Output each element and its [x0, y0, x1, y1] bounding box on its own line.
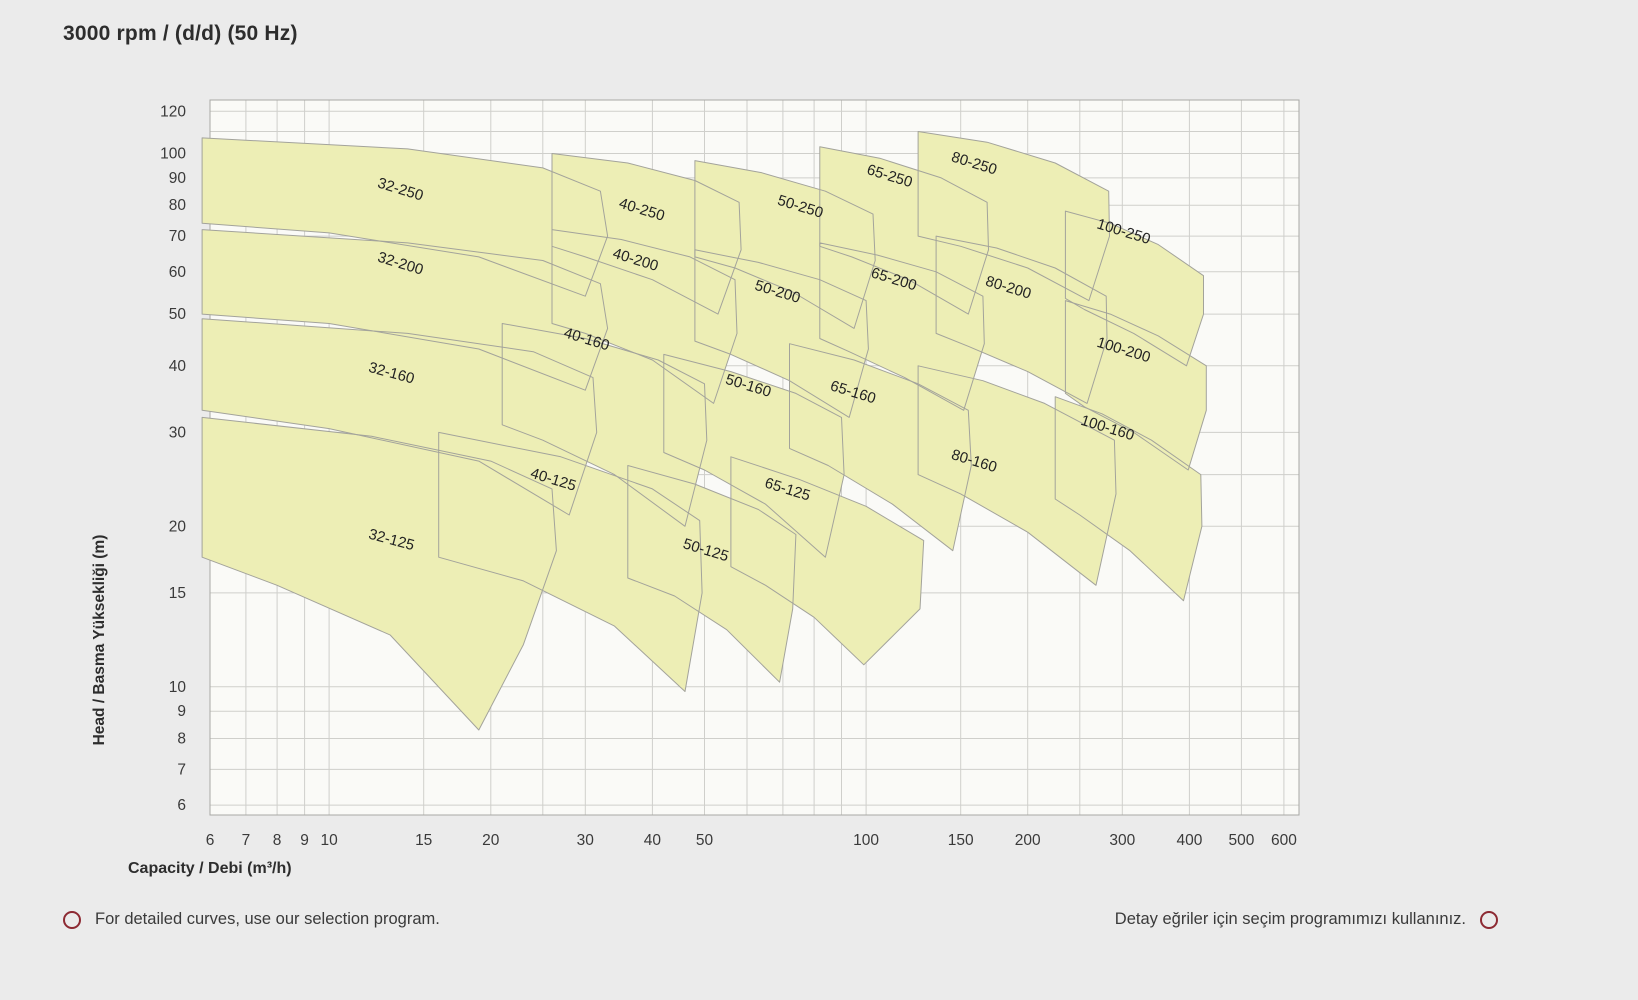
pump-region-80-200 [936, 236, 1107, 404]
pump-region-outline-100-200 [1064, 300, 1207, 471]
pump-region-outline-50-125 [627, 465, 797, 683]
pump-region-outline-40-250 [551, 153, 742, 315]
pump-region-outline-100-160 [1054, 396, 1203, 602]
pump-region-100-160 [1055, 396, 1202, 601]
pump-region-outline-50-250 [694, 160, 876, 329]
footer-note-left-text: For detailed curves, use our selection p… [95, 910, 440, 928]
bullet-ring-icon [1480, 910, 1498, 929]
bullet-ring-icon [63, 910, 81, 929]
pump-region-outline-50-200 [694, 249, 869, 418]
pump-region-outline-40-160 [501, 323, 708, 527]
x-tick-label: 6 [206, 832, 215, 849]
pump-region-outline-50-160 [663, 353, 845, 558]
y-tick-label: 15 [169, 585, 186, 602]
x-tick-label: 40 [644, 832, 662, 849]
pump-region-65-125 [730, 456, 924, 665]
y-tick-label: 20 [169, 518, 187, 535]
x-tick-label: 15 [415, 832, 432, 849]
pump-region-outline-32-200 [201, 229, 609, 391]
pump-region-outline-32-125 [201, 416, 557, 731]
pump-region-outline-80-200 [935, 235, 1108, 404]
y-tick-label: 7 [177, 761, 186, 778]
y-tick-label: 50 [169, 306, 187, 323]
x-tick-label: 30 [577, 832, 595, 849]
x-axis-title: Capacity / Debi (m³/h) [128, 860, 292, 877]
pump-region-outline-65-200 [819, 242, 985, 411]
pump-region-80-250 [918, 131, 1110, 301]
x-tick-label: 400 [1176, 832, 1202, 849]
pump-region-outline-40-200 [551, 229, 738, 404]
x-tick-label: 600 [1271, 832, 1297, 849]
y-tick-label: 6 [177, 797, 186, 814]
x-tick-label: 200 [1015, 832, 1041, 849]
x-tick-label: 7 [242, 832, 251, 849]
pump-region-outline-40-125 [438, 431, 703, 692]
page-title: 3000 rpm / (d/d) (50 Hz) [63, 22, 298, 45]
y-tick-label: 30 [169, 424, 187, 441]
y-tick-label: 90 [169, 170, 187, 187]
y-tick-label: 9 [177, 703, 186, 720]
x-tick-label: 500 [1228, 832, 1254, 849]
x-tick-label: 8 [273, 832, 282, 849]
pump-region-100-200 [1065, 300, 1207, 470]
x-tick-label: 50 [696, 832, 714, 849]
y-axis-title: Head / Basma Yüksekliği (m) [91, 534, 108, 746]
y-tick-label: 40 [169, 358, 187, 375]
y-tick-label: 100 [160, 146, 186, 163]
pump-region-100-250 [1065, 211, 1204, 366]
x-tick-label: 9 [300, 832, 309, 849]
pump-region-outline-32-250 [201, 137, 609, 297]
y-tick-label: 60 [169, 264, 187, 281]
pump-region-outline-80-160 [917, 365, 1117, 586]
x-tick-label: 10 [320, 832, 338, 849]
y-tick-label: 8 [177, 731, 186, 748]
pump-region-outline-65-250 [819, 146, 989, 315]
y-tick-label: 80 [169, 197, 187, 214]
x-tick-label: 20 [482, 832, 500, 849]
footer-note-left: For detailed curves, use our selection p… [63, 910, 440, 929]
x-tick-label: 100 [853, 832, 879, 849]
pump-region-outline-65-125 [730, 456, 925, 666]
footer-note-right-text: Detay eğriler için seçim programımızı ku… [1114, 910, 1466, 928]
x-tick-label: 150 [948, 832, 974, 849]
y-tick-label: 120 [160, 103, 186, 120]
pump-region-outline-32-160 [201, 318, 598, 516]
y-tick-label: 10 [169, 679, 187, 696]
y-tick-label: 70 [169, 228, 187, 245]
pump-region-outline-65-160 [789, 343, 972, 552]
pump-region-outline-80-250 [917, 131, 1110, 302]
pump-region-40-200 [552, 229, 737, 404]
footer-note-right: Detay eğriler için seçim programımızı ku… [1115, 910, 1498, 929]
x-tick-label: 300 [1109, 832, 1135, 849]
